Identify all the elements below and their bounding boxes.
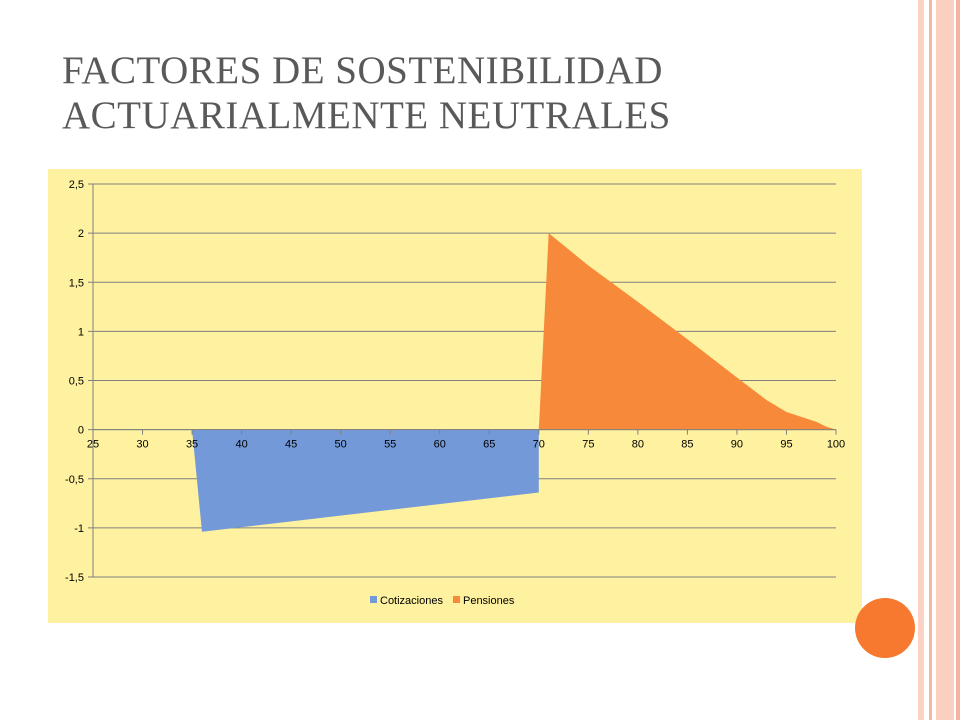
y-tick-label: 2 (78, 228, 84, 240)
x-tick-label: 70 (533, 439, 545, 451)
accent-circle (855, 598, 915, 658)
y-tick-label: 0 (78, 425, 84, 437)
area-series-pensiones (538, 233, 836, 430)
x-tick-label: 60 (434, 439, 446, 451)
x-tick-label: 100 (827, 439, 845, 451)
area-chart: 2,5 2 1,5 1 0,5 0 -0,5 -1 -1,5 25 30 35 40 45 50 55 60 65… (65, 179, 845, 607)
x-tick-label: 65 (483, 439, 495, 451)
x-tick-label: 55 (384, 439, 396, 451)
legend-label-cotizaciones: Cotizaciones (380, 595, 443, 607)
y-tick-label: 1 (78, 326, 84, 338)
legend-swatch-pensiones (452, 596, 460, 603)
page-title: FACTORES DE SOSTENIBILIDAD ACTUARIALMENT… (62, 48, 862, 138)
y-tick-label: 2,5 (69, 179, 84, 191)
x-tick-label: 85 (681, 439, 693, 451)
decor-stripe-3 (936, 0, 954, 720)
y-tick-label: 0,5 (69, 376, 84, 388)
y-tick-label: -1 (74, 523, 84, 535)
x-tick-label: 75 (582, 439, 594, 451)
x-tick-label: 25 (87, 439, 99, 451)
x-tick-label: 95 (780, 439, 792, 451)
chart-panel: 2,5 2 1,5 1 0,5 0 -0,5 -1 -1,5 25 30 35 40 45 50 55 60 65… (48, 169, 862, 623)
decor-stripe-1 (918, 0, 924, 720)
legend-label-pensiones: Pensiones (463, 595, 515, 607)
area-series-cotizaciones (192, 429, 539, 532)
title-line-1: FACTORES DE SOSTENIBILIDAD (62, 49, 663, 92)
x-tick-label: 90 (731, 439, 743, 451)
decor-stripe-4 (956, 0, 960, 720)
x-tick-label: 80 (632, 439, 644, 451)
y-tick-label: 1,5 (69, 277, 84, 289)
x-tick-label: 30 (136, 439, 148, 451)
x-tick-label: 50 (335, 439, 347, 451)
x-tick-label: 40 (235, 439, 247, 451)
decor-stripe-2 (929, 0, 932, 720)
x-tick-label: 35 (186, 439, 198, 451)
x-tick-label: 45 (285, 439, 297, 451)
y-tick-label: -1,5 (65, 572, 84, 584)
legend-swatch-cotizaciones (370, 596, 377, 603)
title-line-2: ACTUARIALMENTE NEUTRALES (62, 94, 671, 137)
y-tick-label: -0,5 (65, 474, 84, 486)
